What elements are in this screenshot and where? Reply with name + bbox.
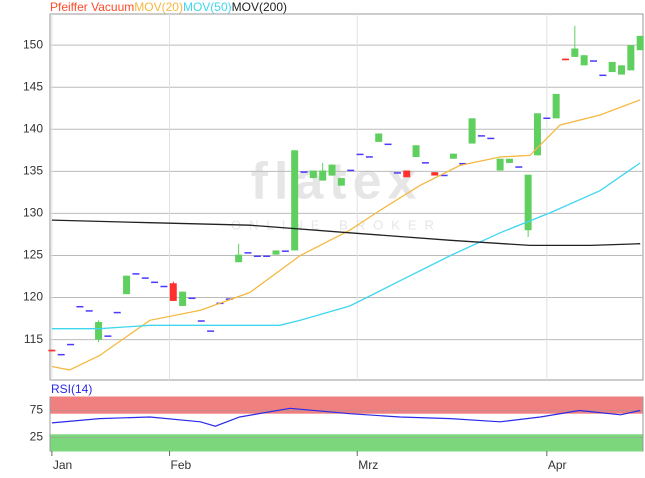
watermark-sub: ONLINE BROKER	[231, 217, 442, 232]
candle-body	[375, 133, 383, 142]
y-tick-label: 25	[30, 430, 44, 444]
candle-body	[608, 61, 616, 73]
candle-body	[263, 255, 271, 257]
candle-body	[487, 137, 495, 140]
candle-body	[272, 250, 280, 255]
watermark: flatex	[251, 153, 423, 211]
candle-body	[132, 273, 140, 275]
legend-entry: Pfeiffer Vacuum	[50, 0, 134, 14]
plot-area	[49, 13, 644, 381]
band	[50, 434, 643, 452]
panel-title: RSI(14)	[51, 382, 92, 396]
legend-entry: MOV(200)	[232, 0, 287, 14]
candle-body	[253, 255, 261, 257]
x-tick-label: Apr	[548, 458, 567, 472]
y-tick-label: 145	[23, 79, 43, 93]
candle-body	[188, 297, 196, 300]
x-tick-label: Jan	[53, 458, 72, 472]
candle-body	[431, 172, 439, 176]
candle-body	[309, 170, 317, 179]
candle-body	[421, 162, 429, 164]
moving-average	[51, 219, 641, 247]
candle-body	[57, 353, 65, 356]
legend-entry: MOV(50)	[183, 0, 232, 14]
candle-body	[225, 298, 233, 300]
candle-body	[515, 166, 523, 168]
candle-body	[291, 150, 299, 251]
y-tick-label: 135	[23, 164, 43, 178]
candle-body	[337, 178, 345, 186]
candle-body	[543, 117, 551, 119]
candle-body	[244, 252, 252, 254]
candle-body	[412, 145, 420, 158]
candle-body	[571, 48, 579, 57]
candle-body	[533, 113, 541, 156]
y-tick-label: 75	[30, 403, 44, 417]
candle-body	[440, 174, 448, 177]
candle-body	[95, 321, 103, 340]
candle-body	[85, 310, 93, 312]
candle-body	[496, 158, 504, 171]
candle-body	[113, 311, 121, 314]
candle-body	[365, 156, 373, 158]
candle-body	[328, 164, 336, 176]
candle-body	[235, 254, 243, 263]
candle-body	[197, 320, 205, 322]
candle-body	[449, 153, 457, 159]
candle-body	[48, 349, 56, 352]
candle-body	[151, 281, 159, 284]
candle-body	[300, 171, 308, 173]
candle-body	[403, 170, 411, 178]
candle-body	[160, 285, 168, 288]
x-tick-label: Mrz	[358, 458, 378, 472]
candle-body	[207, 330, 215, 332]
candle-body	[477, 135, 485, 137]
candle-body	[636, 35, 644, 51]
candle-body	[590, 60, 598, 62]
candle-body	[468, 118, 476, 144]
candle-body	[319, 170, 327, 181]
candle-body	[347, 169, 355, 172]
x-tick-label: Feb	[171, 458, 192, 472]
candle-body	[459, 162, 467, 165]
y-tick-label: 115	[24, 332, 43, 346]
y-tick-label: 150	[23, 37, 43, 51]
candle-body	[281, 250, 289, 252]
candle-body	[169, 283, 177, 301]
candle-body	[123, 275, 131, 295]
y-tick-label: 140	[23, 121, 43, 135]
y-tick-label: 125	[23, 248, 43, 262]
candle-body	[393, 172, 401, 174]
candle-body	[384, 143, 392, 146]
y-tick-label: 130	[23, 206, 43, 220]
candle-body	[356, 153, 364, 156]
candle-body	[580, 55, 588, 66]
candle-body	[179, 291, 187, 306]
candle-body	[104, 335, 112, 337]
candle-body	[67, 343, 75, 346]
moving-average	[51, 99, 641, 371]
candle-body	[627, 45, 635, 71]
y-tick-label: 120	[23, 290, 43, 304]
candle-body	[524, 174, 532, 231]
candle-body	[76, 305, 84, 308]
legend-entry: MOV(20)	[134, 0, 183, 14]
candle-body	[141, 277, 149, 279]
candle-body	[618, 65, 626, 75]
candle-body	[561, 58, 569, 61]
candle-body	[599, 74, 607, 77]
moving-average	[51, 162, 641, 330]
candle-body	[505, 158, 513, 163]
rsi-line	[51, 407, 641, 427]
candle-body	[552, 93, 560, 119]
